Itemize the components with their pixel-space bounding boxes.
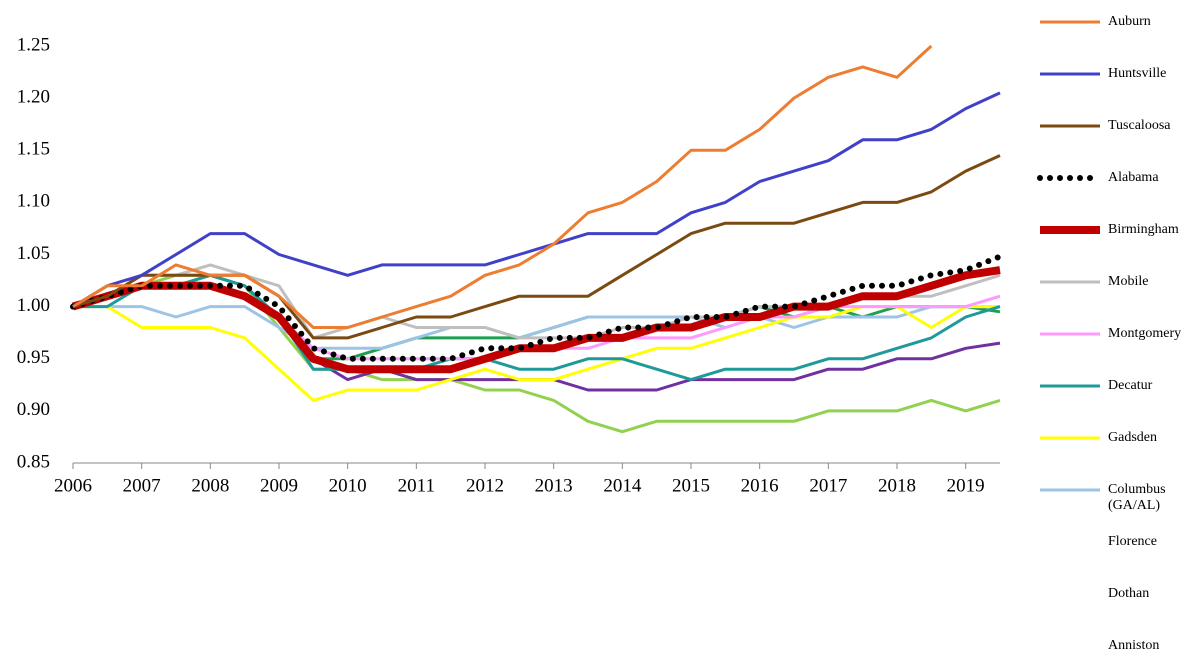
series-line [72,154,1001,340]
y-tick-label: 1.10 [17,191,50,212]
x-tick-label: 2019 [947,475,985,496]
x-tick-label: 2017 [809,475,847,496]
x-tick-label: 2007 [123,475,161,496]
x-tick-label: 2011 [398,475,435,496]
legend-label: Decatur [1108,378,1153,393]
series-line [73,273,1001,382]
legend-label: Birmingham [1108,222,1179,237]
x-tick-label: 2014 [603,475,642,496]
x-tick-label: 2006 [54,475,92,496]
legend-label: Alabama [1108,170,1159,185]
y-tick-label: 1.25 [17,34,50,55]
x-tick-label: 2015 [672,475,710,496]
legend-label: Dothan [1108,586,1150,601]
y-tick-label: 0.90 [17,399,50,420]
x-tick-label: 2013 [535,475,573,496]
series-line [71,266,1001,374]
legend-label: Auburn [1108,14,1151,29]
y-tick-label: 1.15 [17,139,50,160]
plot-area [70,44,1003,434]
y-tick-label: 1.00 [17,295,50,316]
legend-label: Montgomery [1108,326,1182,341]
y-tick-label: 1.20 [17,86,50,107]
y-tick-label: 1.05 [17,243,50,264]
legend-label: Gadsden [1108,430,1157,445]
legend-label: Mobile [1108,274,1149,289]
series-line [72,44,933,329]
legend-label: Florence [1108,534,1157,549]
legend-label: Huntsville [1108,66,1167,81]
legend-label: Columbus (GA/AL) [1108,482,1166,513]
series-line [72,91,1001,308]
y-tick-label: 0.95 [17,347,50,368]
x-tick-label: 2016 [741,475,779,496]
legend-label: Anniston [1108,638,1160,653]
series-line [73,305,1000,402]
chart: 0.85 0.90 0.95 1.00 1.05 1.10 1.15 1.20 1.25 2006… [17,20,1103,496]
x-tick-label: 2012 [466,475,504,496]
series-line [70,253,1003,362]
y-tick-label: 0.85 [17,451,50,472]
page: 0.85 0.90 0.95 1.00 1.05 1.10 1.15 1.20 1.25 2006… [16,14,1182,653]
x-tick-label: 2009 [260,475,298,496]
legend-label: Tuscaloosa [1108,118,1171,133]
x-tick-label: 2010 [329,475,367,496]
series-line [73,305,1000,350]
x-tick-label: 2008 [191,475,229,496]
x-tick-label: 2018 [878,475,916,496]
